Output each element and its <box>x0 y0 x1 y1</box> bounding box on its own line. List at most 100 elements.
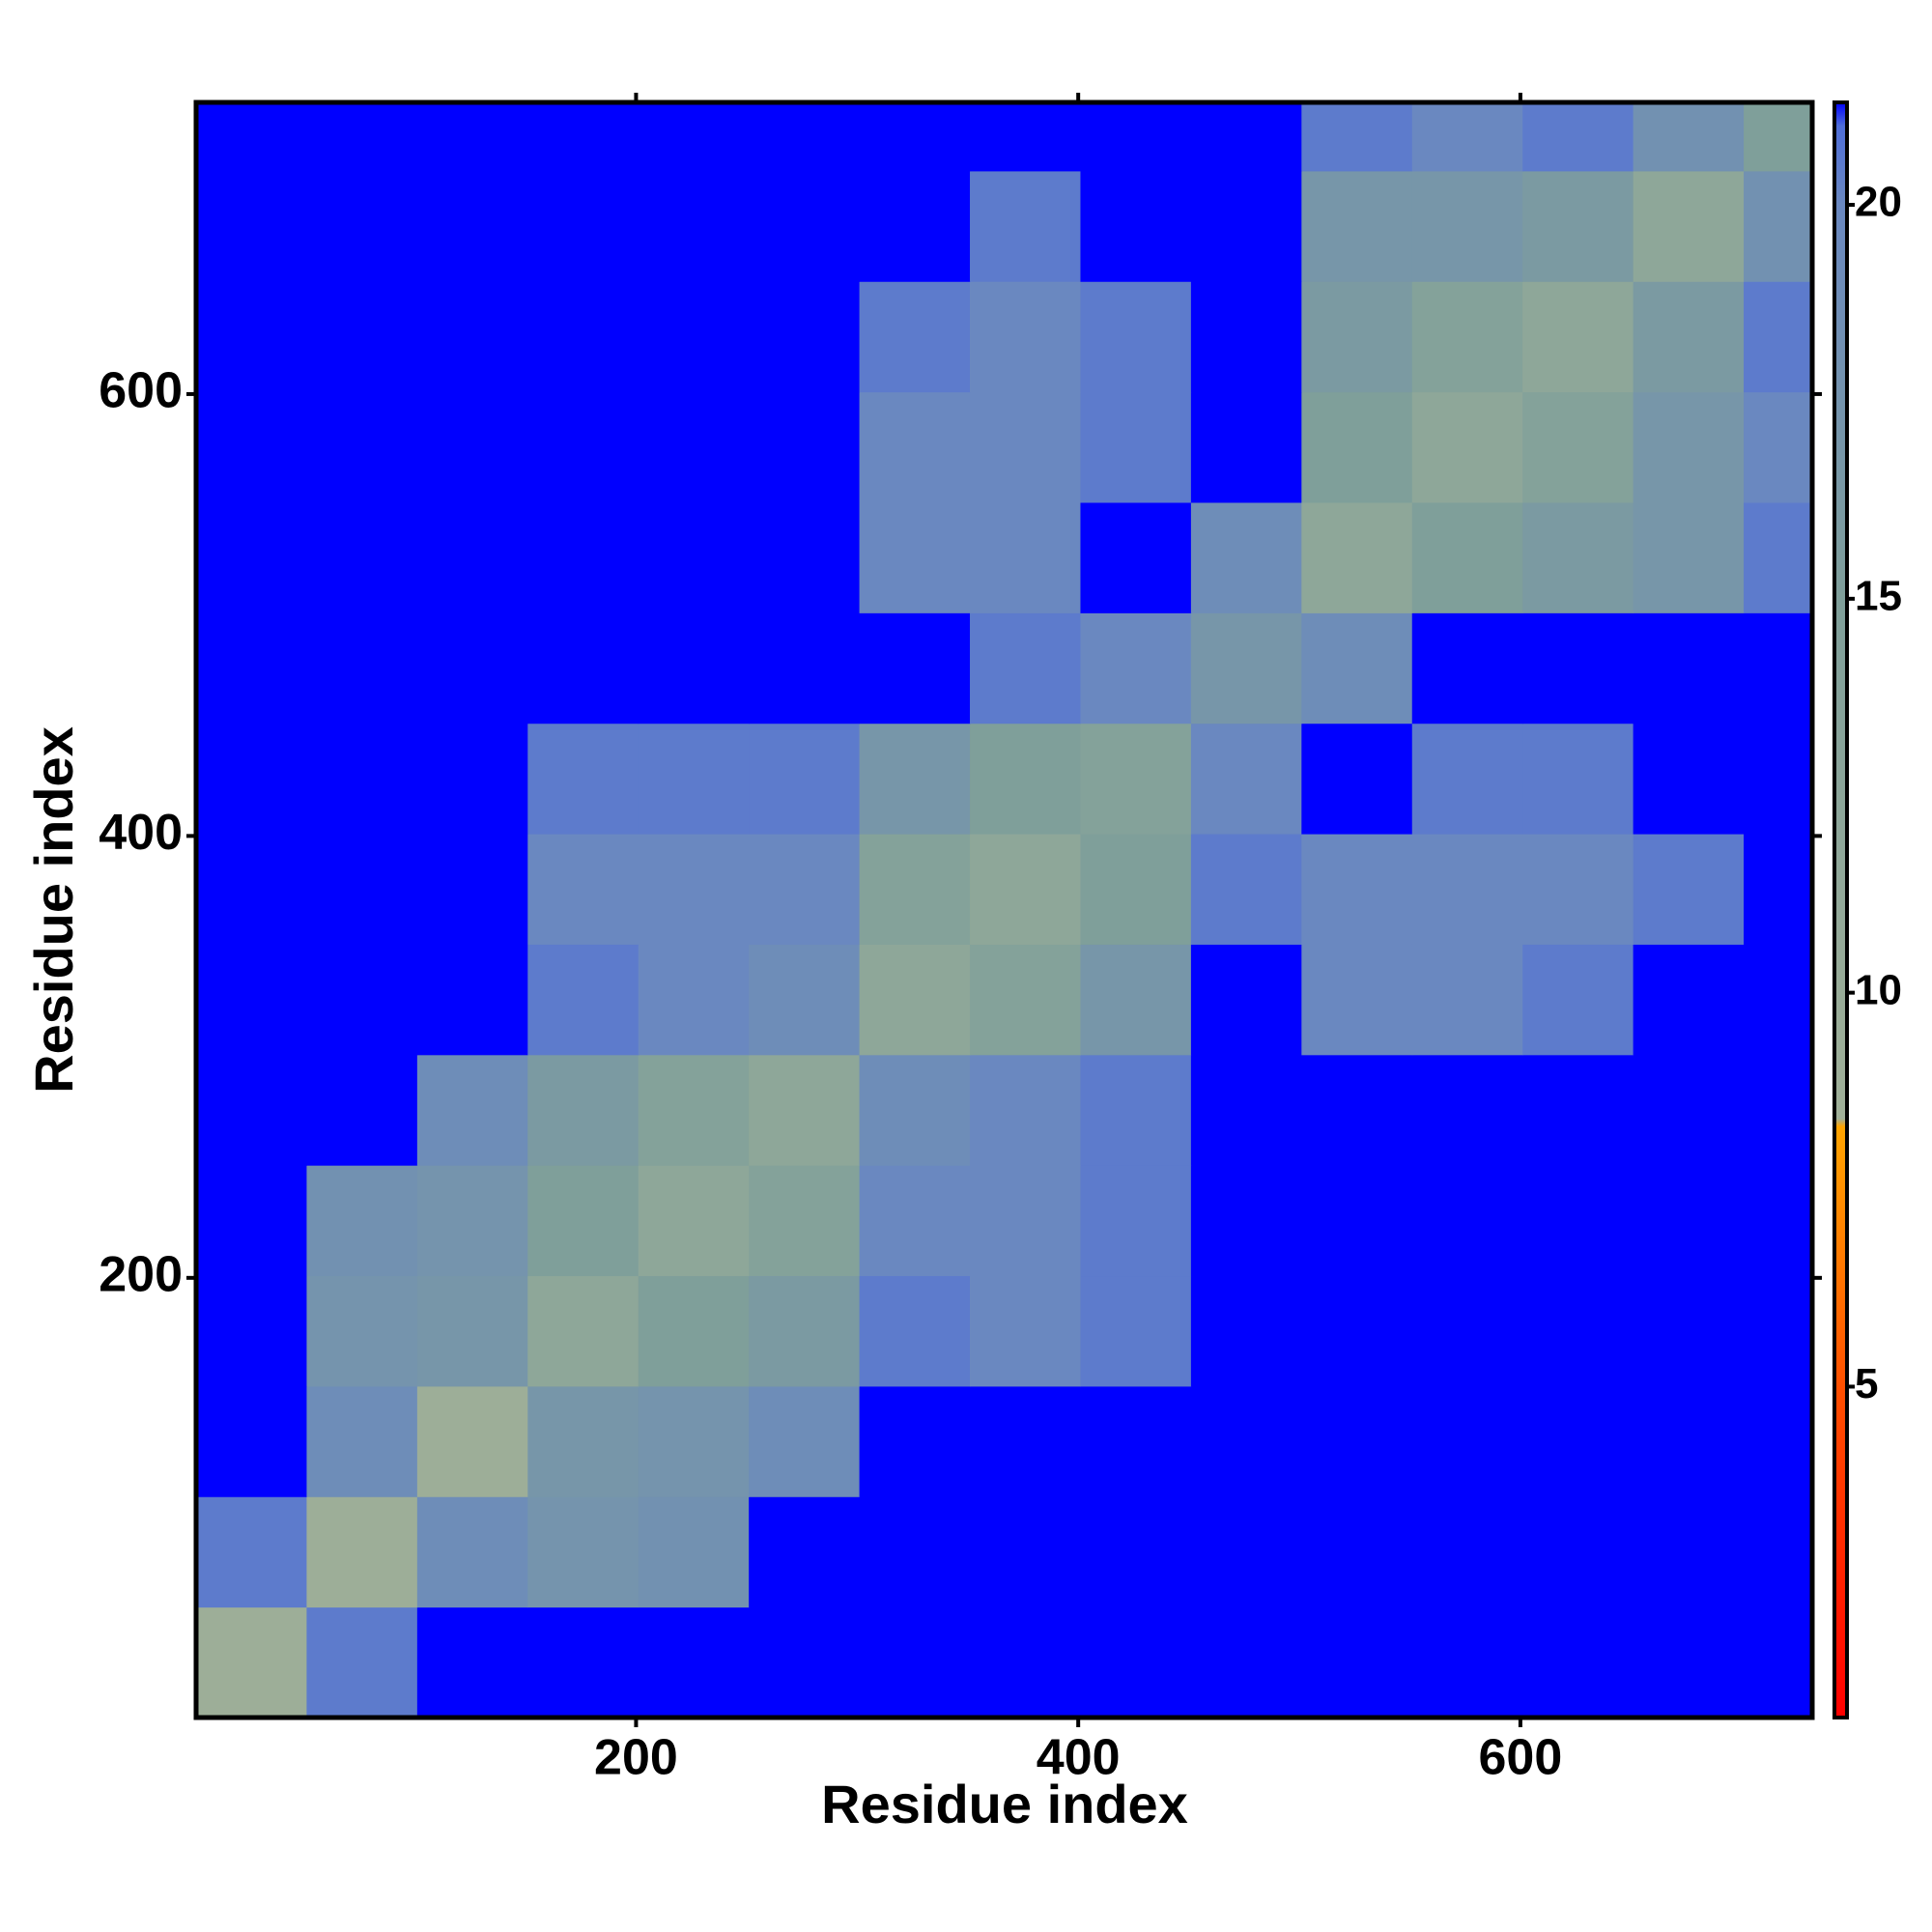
heatmap-cell <box>306 1385 418 1497</box>
heatmap-cell <box>1190 834 1302 945</box>
heatmap-cell <box>749 501 861 613</box>
heatmap-cell <box>1411 501 1523 613</box>
heatmap-cell <box>1301 391 1413 503</box>
heatmap-cell <box>1744 834 1812 945</box>
heatmap-cell <box>416 1385 528 1497</box>
heatmap-cell <box>970 281 1081 393</box>
heatmap-cell <box>970 170 1081 282</box>
heatmap-cell <box>1633 1385 1745 1497</box>
heatmap-cell <box>416 1496 528 1608</box>
heatmap-cell <box>416 281 528 393</box>
heatmap-cell <box>638 1606 750 1718</box>
heatmap-cell <box>859 170 971 282</box>
heatmap-cell <box>306 1606 418 1718</box>
heatmap-cell <box>1301 1385 1413 1497</box>
heatmap-cell <box>970 1275 1081 1387</box>
heatmap-cell <box>1522 834 1634 945</box>
heatmap-cell <box>1080 1606 1192 1718</box>
heatmap-cell <box>527 501 639 613</box>
heatmap-cell <box>416 170 528 282</box>
heatmap-cell <box>1633 723 1745 835</box>
heatmap-cell <box>638 944 750 1056</box>
heatmap-cell <box>1744 501 1812 613</box>
heatmap-cell <box>306 834 418 945</box>
heatmap-cell <box>970 834 1081 945</box>
heatmap-cell <box>1744 1385 1812 1497</box>
heatmap-cell <box>306 612 418 724</box>
heatmap-cell <box>527 944 639 1056</box>
heatmap-cell <box>1744 391 1812 503</box>
heatmap-cell <box>1301 170 1413 282</box>
heatmap-cell <box>1080 944 1192 1056</box>
heatmap-cell <box>749 723 861 835</box>
heatmap-cell <box>859 612 971 724</box>
heatmap-cell <box>1190 391 1302 503</box>
heatmap-cell <box>416 1054 528 1166</box>
heatmap-cell <box>1190 1165 1302 1277</box>
heatmap-cell <box>1301 723 1413 835</box>
heatmap-cell <box>1411 723 1523 835</box>
heatmap-cell <box>638 1054 750 1166</box>
heatmap-cell <box>306 391 418 503</box>
heatmap-cell <box>196 170 307 282</box>
cells <box>196 102 1812 1718</box>
heatmap-cell <box>1744 1054 1812 1166</box>
heatmap-cell <box>638 102 750 172</box>
heatmap-cell <box>1190 1275 1302 1387</box>
plot-frame <box>193 99 1815 1720</box>
y-tick-label: 200 <box>99 1247 183 1303</box>
heatmap-cell <box>1633 102 1745 172</box>
heatmap-cell <box>1633 1275 1745 1387</box>
colorbar-tick-label: 10 <box>1855 966 1902 1013</box>
heatmap-cell <box>1522 1165 1634 1277</box>
heatmap-cell <box>749 1385 861 1497</box>
heatmap-cell <box>1190 102 1302 172</box>
heatmap-cell <box>970 501 1081 613</box>
heatmap-cell <box>859 1165 971 1277</box>
heatmap-cell <box>196 1606 307 1718</box>
heatmap-cell <box>527 102 639 172</box>
heatmap-cell <box>416 1165 528 1277</box>
heatmap-cell <box>1080 612 1192 724</box>
heatmap-cell <box>1633 170 1745 282</box>
heatmap-cell <box>970 102 1081 172</box>
heatmap-cell <box>970 1606 1081 1718</box>
heatmap-cell <box>859 834 971 945</box>
heatmap-cell <box>416 834 528 945</box>
heatmap-cell <box>1080 391 1192 503</box>
heatmap-cell <box>1411 1275 1523 1387</box>
heatmap-cell <box>1190 723 1302 835</box>
heatmap-cell <box>638 501 750 613</box>
heatmap-cell <box>859 1606 971 1718</box>
heatmap-cell <box>416 1275 528 1387</box>
heatmap-cell <box>1633 391 1745 503</box>
heatmap-cell <box>749 281 861 393</box>
heatmap-cell <box>859 1054 971 1166</box>
heatmap-cell <box>1301 1606 1413 1718</box>
heatmap-cell <box>749 944 861 1056</box>
heatmap-cell <box>1301 501 1413 613</box>
heatmap-cell <box>1744 1165 1812 1277</box>
heatmap-cell <box>306 170 418 282</box>
heatmap-cell <box>638 1496 750 1608</box>
heatmap-cell <box>638 723 750 835</box>
heatmap-cell <box>1411 1606 1523 1718</box>
heatmap-cell <box>306 1165 418 1277</box>
heatmap-cell <box>1190 944 1302 1056</box>
heatmap-cell <box>1522 1385 1634 1497</box>
heatmap-cell <box>306 1054 418 1166</box>
heatmap-cell <box>859 1385 971 1497</box>
heatmap-cell <box>638 612 750 724</box>
heatmap-cell <box>1080 1275 1192 1387</box>
heatmap-cell <box>1411 612 1523 724</box>
colorbar <box>1833 100 1849 1719</box>
heatmap-cell <box>970 723 1081 835</box>
heatmap-cell <box>1633 1165 1745 1277</box>
heatmap-cell <box>1301 102 1413 172</box>
heatmap-cell <box>859 281 971 393</box>
heatmap-cell <box>196 1385 307 1497</box>
heatmap-cell <box>1301 1496 1413 1608</box>
colorbar-tick-label: 15 <box>1855 572 1902 619</box>
heatmap-cell <box>1301 1275 1413 1387</box>
heatmap-cell <box>749 1054 861 1166</box>
